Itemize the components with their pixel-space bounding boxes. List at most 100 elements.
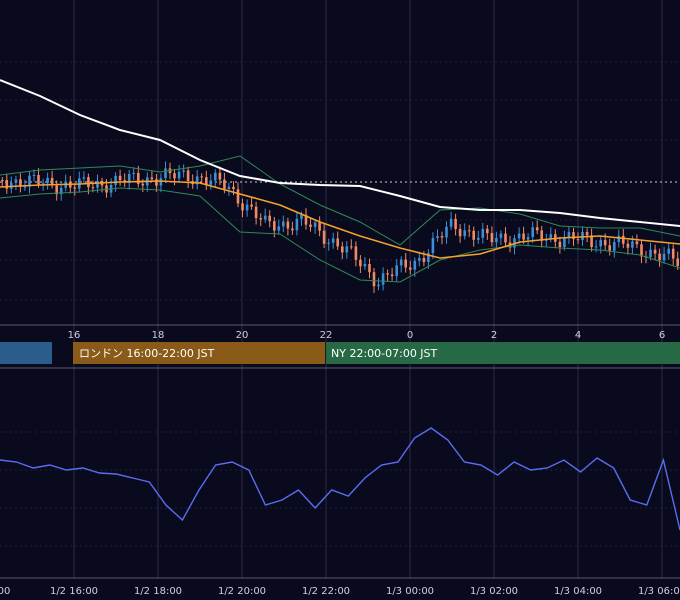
candle-body xyxy=(55,185,58,195)
candle-body xyxy=(531,227,534,237)
candle-body xyxy=(114,175,117,185)
candle-body xyxy=(386,273,389,275)
candle-body xyxy=(273,221,276,231)
candle-body xyxy=(454,218,457,229)
candle-body xyxy=(32,175,36,176)
time-x-tick-label: 1/3 06:00 xyxy=(638,586,680,597)
candle-body xyxy=(46,177,49,184)
candle-body xyxy=(381,273,385,285)
candle-body xyxy=(418,258,421,261)
candle-body xyxy=(309,224,312,227)
candle-body xyxy=(259,218,262,220)
candle-body xyxy=(404,259,407,268)
candle-body xyxy=(395,265,398,277)
candle-body xyxy=(354,246,358,260)
candle-body xyxy=(499,233,503,238)
time-x-tick-label: 1/2 16:00 xyxy=(50,586,98,597)
candle-body xyxy=(14,179,18,183)
candle-body xyxy=(159,178,163,186)
candle-body xyxy=(87,177,90,188)
candle-body xyxy=(490,233,494,243)
candle-body xyxy=(649,249,652,258)
candle-body xyxy=(658,253,661,261)
candle-body xyxy=(413,260,417,270)
candle-body xyxy=(41,183,45,185)
price-x-tick-label: 4 xyxy=(575,330,581,341)
time-x-tick-label: 1/3 00:00 xyxy=(386,586,434,597)
candle-body xyxy=(96,180,99,188)
candle-body xyxy=(653,249,657,254)
candle-body xyxy=(594,246,598,248)
time-x-tick-label: 1/2 20:00 xyxy=(218,586,266,597)
bollinger-lower-line xyxy=(0,187,680,283)
candle-body xyxy=(223,179,226,189)
candle-body xyxy=(177,171,181,179)
candle-body xyxy=(590,235,593,247)
candle-body xyxy=(1,180,4,181)
price-x-tick-label: 0 xyxy=(407,330,413,341)
price-x-tick-label: 18 xyxy=(152,330,165,341)
candle-body xyxy=(576,239,580,241)
candle-body xyxy=(5,180,9,189)
candle-body xyxy=(549,234,553,239)
candle-body xyxy=(282,221,285,227)
candle-body xyxy=(617,235,621,242)
candle-body xyxy=(486,228,489,234)
candle-body xyxy=(517,233,521,239)
candle-body xyxy=(445,226,448,238)
candle-body xyxy=(37,175,40,185)
candle-body xyxy=(363,264,367,267)
session-bar-london xyxy=(73,342,325,364)
candle-body xyxy=(327,242,330,244)
candle-body xyxy=(137,172,140,184)
candle-body xyxy=(195,176,199,185)
candle-body xyxy=(409,267,412,270)
bollinger-upper-line xyxy=(0,155,680,246)
time-x-tick-label: 1/2 22:00 xyxy=(302,586,350,597)
candle-body xyxy=(526,237,530,240)
candle-body xyxy=(626,243,630,248)
price-x-tick-label: 22 xyxy=(320,330,333,341)
candle-body xyxy=(399,259,403,266)
candle-body xyxy=(91,187,95,189)
candle-body xyxy=(477,237,480,240)
candle-body xyxy=(214,172,217,181)
candle-body xyxy=(218,172,222,180)
price-x-tick-label: 2 xyxy=(491,330,497,341)
candle-body xyxy=(622,235,625,244)
candle-body xyxy=(631,241,634,248)
candle-body xyxy=(422,258,426,262)
candle-body xyxy=(331,238,335,243)
candle-body xyxy=(241,203,244,211)
candle-body xyxy=(28,175,31,187)
price-x-axis: 16 18 20 22 0 2 4 6 xyxy=(68,330,666,341)
price-x-tick-label: 16 xyxy=(68,330,81,341)
horizontal-grid xyxy=(0,61,680,547)
candle-body xyxy=(599,239,602,247)
candle-body xyxy=(504,233,507,243)
candle-body xyxy=(345,246,349,253)
candle-body xyxy=(449,218,453,227)
candle-body xyxy=(304,214,308,225)
candle-body xyxy=(209,180,213,185)
candle-body xyxy=(318,222,321,231)
candle-body xyxy=(585,232,589,236)
candle-body xyxy=(141,183,145,186)
session-label-london: ロンドン 16:00-22:00 JST xyxy=(79,347,215,360)
candle-body xyxy=(390,274,394,277)
candle-body xyxy=(268,215,271,222)
candle-body xyxy=(205,177,208,185)
candle-body xyxy=(250,204,253,207)
candle-body xyxy=(263,215,267,220)
session-label-ny: NY 22:00-07:00 JST xyxy=(331,347,438,360)
candle-body xyxy=(563,237,566,247)
candle-body xyxy=(73,187,77,189)
candle-body xyxy=(300,214,303,219)
candle-body xyxy=(377,284,380,287)
candle-body xyxy=(558,241,562,248)
time-x-tick-label: 1/3 02:00 xyxy=(470,586,518,597)
candle-body xyxy=(667,248,670,254)
candle-body xyxy=(603,239,607,246)
candle-body xyxy=(495,237,498,243)
